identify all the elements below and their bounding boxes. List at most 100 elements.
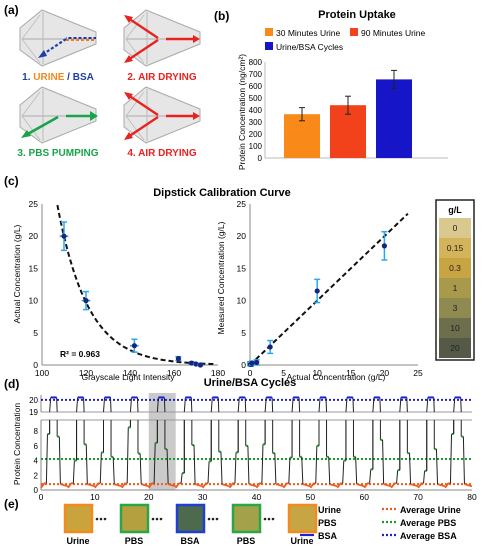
calibration-left-ylabel: Actual Concentration (g/L) [12, 224, 22, 323]
calibration-left-chart: 0 5 10 15 20 25 100 120 140 160 180 [29, 199, 226, 378]
calibration-right-chart: 0 5 10 15 20 25 0 5 10 15 20 25 [237, 199, 423, 378]
scale-cell [439, 218, 471, 238]
x-tick-label: 120 [79, 368, 93, 378]
connector [355, 456, 358, 485]
connector [153, 442, 156, 484]
connector [129, 397, 133, 413]
x-tick-label: 20 [144, 492, 154, 502]
connector [139, 453, 142, 485]
connector [237, 397, 240, 413]
highlighted-cycle [148, 393, 176, 490]
swatch [231, 503, 262, 534]
y-tick-label: 0 [33, 360, 38, 370]
x-tick-label: 10 [312, 368, 322, 378]
urine-segment [390, 482, 397, 489]
scale-cell [439, 298, 471, 318]
swatch-label: PBS [125, 536, 144, 546]
x-tick-label: 40 [252, 492, 262, 502]
connector [193, 445, 196, 485]
scale-label: 1 [453, 283, 458, 293]
ellipsis-dot [99, 517, 103, 521]
bar-chart-marks [284, 69, 412, 158]
panel-label-b: (b) [214, 9, 229, 23]
bar-y-tick-label: 600 [249, 82, 263, 91]
connector [426, 397, 429, 413]
scale-label: 0 [453, 223, 458, 233]
scale-label: 20 [450, 343, 460, 353]
connector [56, 397, 58, 413]
data-point [131, 343, 137, 349]
swatch-label: BSA [180, 536, 200, 546]
data-point [267, 344, 273, 350]
x-tick-label: 140 [123, 368, 137, 378]
data-point [83, 298, 89, 304]
scale-cell [439, 278, 471, 298]
ellipsis-dot [271, 517, 275, 521]
legend-label: Average BSA [400, 531, 457, 541]
panel-label-e: (e) [4, 497, 19, 511]
connector [247, 445, 250, 485]
scale-unit: g/L [448, 205, 462, 215]
step-caption-part: URINE [33, 72, 64, 83]
connector [99, 452, 102, 484]
connector [399, 397, 402, 413]
urine-segment [356, 483, 365, 488]
y-tick-label: 5 [241, 328, 246, 338]
connector [288, 457, 291, 484]
x-tick-label: 20 [380, 368, 390, 378]
calibration-right-ylabel: Measured Concentration (g/L) [216, 221, 226, 334]
connector [109, 397, 112, 413]
x-tick-label: 100 [35, 368, 49, 378]
connector [163, 397, 166, 413]
connector [166, 449, 169, 485]
urine-segment [114, 483, 123, 488]
step-caption-part: AIR DRYING [138, 72, 197, 83]
connector [76, 397, 79, 413]
swatch [175, 503, 206, 534]
scale-cell [439, 318, 471, 338]
y-tick-label: 25 [29, 199, 39, 209]
connector [423, 470, 426, 484]
bar-y-tick-label: 400 [249, 106, 263, 115]
bar-legend-swatch [265, 42, 273, 50]
bar-y-tick-label: 700 [249, 70, 263, 79]
connector [342, 460, 345, 484]
connector [136, 397, 139, 413]
urine-segment [282, 482, 289, 489]
y-tick-label: 20 [237, 231, 247, 241]
connector [264, 397, 267, 413]
connector [409, 453, 412, 485]
scale-label: 0.3 [449, 263, 461, 273]
connector [435, 449, 439, 485]
step-caption-2: 2. AIR DRYING [127, 72, 196, 83]
x-tick-label: 0 [39, 492, 44, 502]
urine-segment [464, 483, 473, 488]
x-tick-label: 30 [198, 492, 208, 502]
step-number: 2. [127, 72, 138, 83]
urine-segment [60, 483, 69, 488]
urine-segment [94, 482, 101, 489]
ellipsis-dot [95, 517, 99, 521]
data-point [61, 233, 67, 239]
scale-cell [439, 258, 471, 278]
ellipsis-dot [159, 517, 163, 521]
scale-label: 3 [453, 303, 458, 313]
connector [126, 427, 129, 484]
device-step-3 [19, 86, 98, 144]
scale-cell [439, 338, 471, 358]
y-tick-label-lower: 0 [34, 486, 39, 495]
connector [291, 397, 294, 413]
swatch-label: PBS [237, 536, 256, 546]
x-tick-label: 0 [248, 368, 253, 378]
urine-segment [167, 483, 176, 488]
connector [45, 433, 48, 484]
bar-legend-swatch [265, 28, 273, 36]
urine-segment [255, 482, 262, 489]
bar-chart-legend: 30 Minutes Urine 90 Minutes Urine Urine/BS… [265, 28, 426, 52]
data-point [249, 360, 255, 366]
legend-label: Average Urine [400, 505, 461, 515]
ellipsis-dot [263, 517, 267, 521]
y-tick-label: 15 [29, 263, 39, 273]
legend-label: PBS [318, 518, 337, 528]
